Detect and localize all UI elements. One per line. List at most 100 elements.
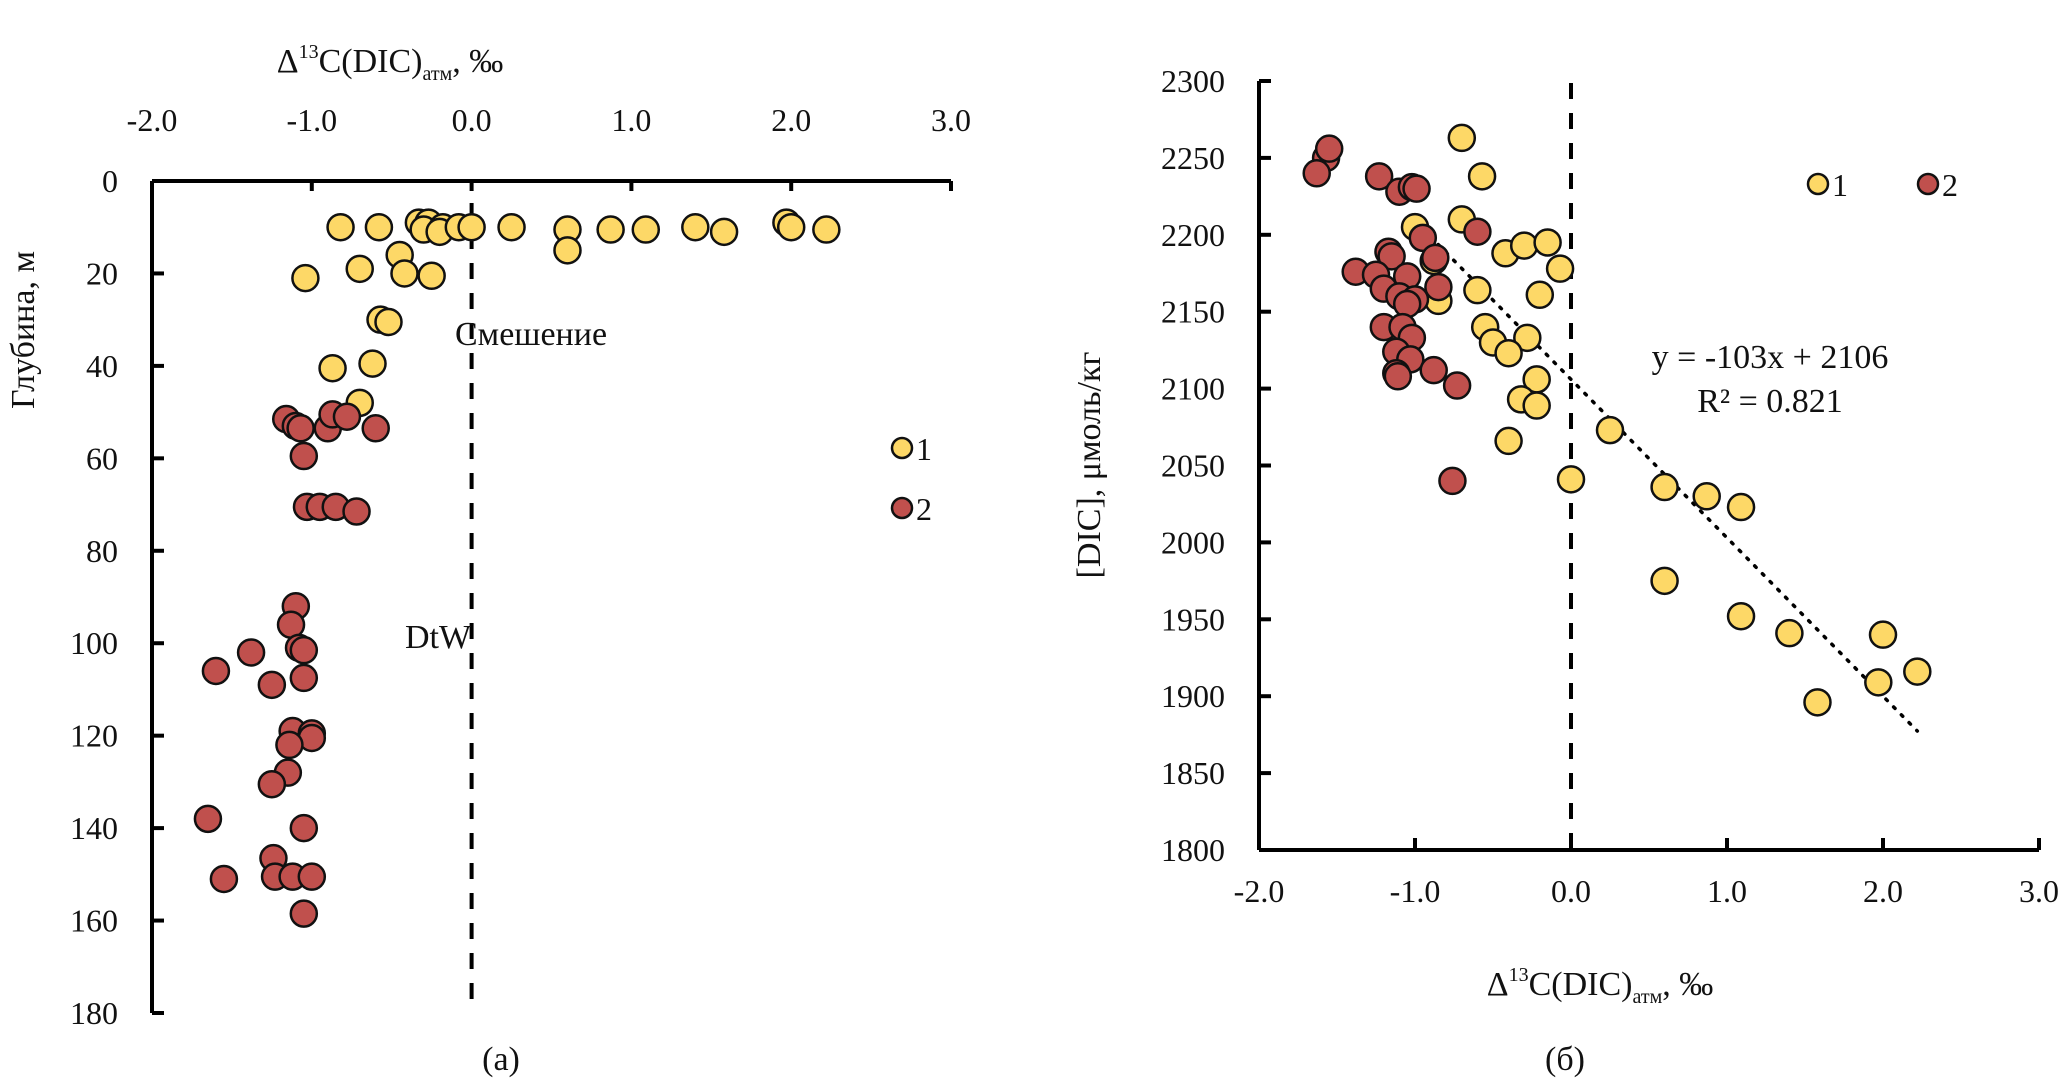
data-point-series-1 xyxy=(776,212,806,242)
xlabel-sub: атм xyxy=(1633,986,1663,1008)
data-point-series-2 xyxy=(1392,289,1422,319)
data-point-series-1 xyxy=(1864,668,1893,697)
panel-a-legend: 1 2 xyxy=(890,431,932,527)
legend-label-2: 2 xyxy=(1942,167,1958,203)
x-tick-label: -2.0 xyxy=(1234,873,1285,909)
data-point-series-1 xyxy=(1650,566,1679,596)
panel-b: -2.0 -1.0 0.0 1.0 2.0 3.0 1800 1850 1900 1950 2000… xyxy=(1071,63,2059,1078)
data-point-series-1 xyxy=(390,259,419,288)
data-point-series-2 xyxy=(1377,242,1406,271)
xlabel-tail: , ‰ xyxy=(452,43,503,80)
data-point-series-1 xyxy=(1494,426,1523,456)
data-point-series-1 xyxy=(812,215,841,244)
panel-a: Δ13C(DIC)атм, ‰ Глубина, м -2.0 -1.0 0.0 1.… xyxy=(5,41,971,1078)
panel-b-axes: -2.0 -1.0 0.0 1.0 2.0 3.0 1800 1850 1900 1950 2000… xyxy=(1161,63,2059,909)
data-point-series-1 xyxy=(1803,688,1832,717)
data-point-series-1 xyxy=(318,353,347,383)
panel-b-y-axis-title: [DIC], μмоль/кг xyxy=(1071,352,1108,579)
xlabel-mid: C(DIC) xyxy=(1529,966,1633,1003)
data-point-series-2 xyxy=(1383,362,1413,391)
xlabel-tail: , ‰ xyxy=(1662,966,1713,1003)
xlabel-sup: 13 xyxy=(1509,964,1529,986)
data-point-series-2 xyxy=(1302,159,1331,188)
y-tick-label: 120 xyxy=(70,718,118,754)
y-tick-label: 2250 xyxy=(1161,140,1225,176)
x-tick-label: 1.0 xyxy=(1707,873,1747,909)
y-tick-label: 1900 xyxy=(1161,678,1225,714)
y-tick-label: 2200 xyxy=(1161,217,1225,253)
x-tick-label: 0.0 xyxy=(1551,873,1591,909)
y-tick-label: 2300 xyxy=(1161,63,1225,99)
data-point-series-2 xyxy=(286,414,315,443)
y-tick-label: 2000 xyxy=(1161,524,1225,560)
data-point-series-2 xyxy=(361,414,390,443)
panel-a-label: (a) xyxy=(482,1041,520,1078)
y-tick-label: 160 xyxy=(70,903,118,939)
data-point-series-1 xyxy=(1595,415,1625,445)
panel-b-points xyxy=(1302,123,1932,717)
data-point-series-2 xyxy=(257,670,287,700)
data-point-series-2 xyxy=(289,899,319,928)
xlabel-delta: Δ xyxy=(1487,966,1509,1003)
x-tick-label: -2.0 xyxy=(127,102,178,138)
panel-b-label: (б) xyxy=(1545,1041,1585,1078)
y-tick-label: 1850 xyxy=(1161,755,1225,791)
y-tick-label: 2150 xyxy=(1161,294,1225,330)
data-point-series-2 xyxy=(275,730,304,760)
data-point-series-1 xyxy=(291,263,320,293)
data-point-series-2 xyxy=(1314,134,1344,163)
data-point-series-2 xyxy=(289,635,319,665)
y-tick-label: 2050 xyxy=(1161,448,1225,484)
data-point-series-2 xyxy=(1442,371,1472,400)
data-point-series-2 xyxy=(257,769,287,799)
data-point-series-2 xyxy=(297,862,327,891)
y-tick-label: 40 xyxy=(86,348,118,384)
legend-label-1: 1 xyxy=(1832,167,1848,203)
xlabel-sub: атм xyxy=(423,63,453,85)
data-point-series-1 xyxy=(1467,162,1497,191)
data-point-series-1 xyxy=(374,307,403,337)
legend-label-2: 2 xyxy=(916,491,932,527)
data-point-series-2 xyxy=(209,864,239,894)
data-point-series-1 xyxy=(1692,482,1721,511)
data-point-series-1 xyxy=(1775,618,1804,648)
annotation-mixing: Смешение xyxy=(455,316,607,353)
data-point-series-1 xyxy=(1726,492,1756,522)
data-point-series-1 xyxy=(1726,601,1756,631)
y-tick-label: 20 xyxy=(86,255,118,291)
y-tick-label: 180 xyxy=(70,995,118,1031)
panel-a-x-axis-title: Δ13C(DIC)атм, ‰ xyxy=(277,41,504,85)
data-point-series-1 xyxy=(1513,323,1542,353)
data-point-series-1 xyxy=(1868,620,1898,649)
annotation-dtw: DtW xyxy=(405,619,472,656)
x-tick-label: 2.0 xyxy=(771,102,811,138)
data-point-series-1 xyxy=(497,212,526,242)
data-point-series-1 xyxy=(1533,228,1562,257)
data-point-series-2 xyxy=(1402,174,1431,203)
data-point-series-1 xyxy=(345,254,374,284)
y-tick-label: 80 xyxy=(86,533,118,569)
y-tick-label: 1950 xyxy=(1161,601,1225,637)
x-tick-label: 1.0 xyxy=(611,102,651,138)
legend-label-1: 1 xyxy=(916,431,932,467)
panel-a-y-axis-title: Глубина, м xyxy=(5,251,42,409)
legend-marker-1 xyxy=(890,436,914,460)
data-point-series-2 xyxy=(201,656,231,686)
data-point-series-1 xyxy=(1447,123,1477,153)
data-point-series-1 xyxy=(417,261,446,291)
data-point-series-1 xyxy=(1522,391,1551,420)
y-tick-label: 140 xyxy=(70,810,118,846)
xlabel-delta: Δ xyxy=(277,43,299,80)
data-point-series-1 xyxy=(457,212,486,242)
data-point-series-1 xyxy=(358,349,387,378)
trendline-equation: y = -103x + 2106 xyxy=(1652,339,1889,376)
data-point-series-1 xyxy=(1903,657,1932,686)
data-point-series-2 xyxy=(1419,355,1448,385)
data-point-series-1 xyxy=(1556,465,1586,494)
data-point-series-2 xyxy=(1421,243,1450,273)
x-tick-label: 0.0 xyxy=(452,102,492,138)
data-point-series-1 xyxy=(1545,254,1575,283)
x-tick-label: 2.0 xyxy=(1863,873,1903,909)
data-point-series-1 xyxy=(709,217,739,247)
